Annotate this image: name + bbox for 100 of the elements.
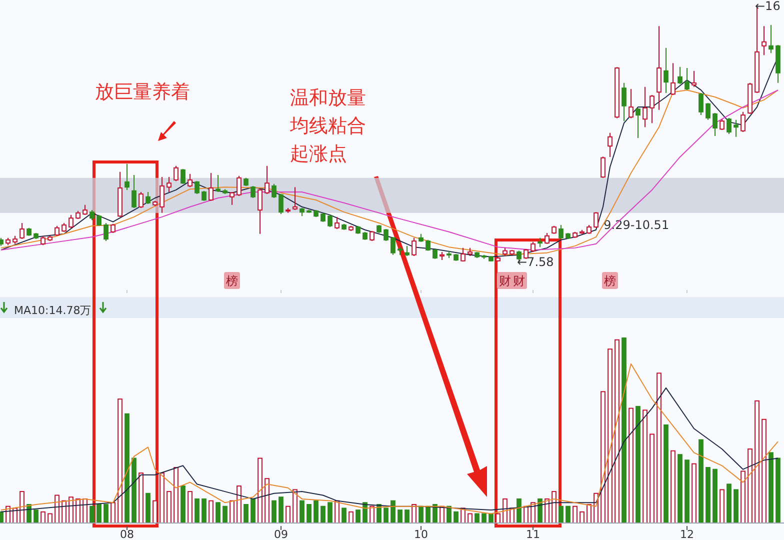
bar — [432, 504, 438, 524]
bar — [642, 410, 648, 524]
x-tick-label: 08 — [120, 528, 134, 540]
bar — [34, 510, 38, 524]
bar — [160, 472, 164, 524]
bar — [292, 489, 298, 524]
bar — [118, 398, 122, 524]
bar — [622, 338, 626, 524]
x-tick-label: 09 — [274, 528, 288, 540]
bar — [236, 486, 242, 524]
bar — [174, 467, 178, 524]
annotation: ←7.58 — [517, 255, 554, 269]
candlestick — [160, 176, 164, 214]
candlestick — [166, 176, 172, 192]
bar — [692, 463, 696, 524]
bar — [90, 506, 94, 524]
bar — [20, 491, 24, 524]
annotation: 放巨量养着 — [95, 81, 190, 103]
bar — [328, 502, 332, 524]
bar — [762, 418, 766, 524]
bar — [132, 458, 136, 524]
bar — [104, 504, 108, 524]
bar — [348, 511, 354, 524]
bar — [776, 458, 780, 524]
bar — [726, 484, 732, 524]
bar — [656, 372, 662, 524]
text: 榜 — [604, 274, 616, 288]
bar — [404, 510, 410, 524]
bar — [230, 500, 234, 524]
bar — [664, 424, 668, 524]
bar — [194, 498, 200, 524]
bar — [54, 494, 60, 524]
bar — [768, 452, 774, 524]
bar — [244, 504, 248, 524]
bar — [306, 504, 312, 524]
candlestick — [656, 26, 662, 110]
bar — [608, 348, 612, 524]
bar — [272, 500, 276, 524]
candlestick — [124, 163, 130, 190]
bar — [166, 491, 172, 524]
text: 财 — [513, 274, 525, 288]
bar — [468, 513, 472, 524]
bar — [502, 498, 508, 524]
bar — [48, 513, 52, 524]
bar — [278, 496, 284, 524]
bar — [706, 467, 710, 524]
bar — [754, 400, 760, 524]
bar — [740, 470, 746, 524]
bar — [418, 506, 424, 524]
bar — [222, 506, 228, 524]
candlestick — [642, 86, 648, 128]
bar — [342, 508, 346, 524]
x-tick-label: 12 — [680, 528, 694, 540]
bar — [614, 339, 620, 524]
bar — [124, 413, 130, 524]
bar — [188, 491, 192, 524]
bar — [670, 450, 676, 524]
candlestick — [762, 26, 766, 56]
bar — [678, 454, 682, 524]
bar — [258, 458, 262, 524]
bar — [628, 408, 634, 524]
bar — [398, 510, 402, 524]
bar — [180, 486, 186, 524]
bar — [152, 500, 158, 524]
bar — [390, 500, 396, 524]
bar — [496, 513, 500, 524]
bar — [202, 498, 206, 524]
annotation: ←16 — [755, 0, 780, 13]
bar — [412, 504, 416, 524]
bar — [264, 478, 270, 524]
bar — [216, 502, 220, 524]
bar — [720, 489, 724, 524]
bar — [580, 511, 584, 524]
text: MA10:14.78万 — [14, 304, 92, 317]
annotation: 均线粘合 — [289, 115, 366, 137]
bar — [698, 439, 704, 524]
bar — [76, 498, 80, 524]
bar — [110, 502, 116, 524]
x-tick-label: 10 — [414, 528, 428, 540]
bar — [734, 489, 738, 524]
bar — [208, 500, 214, 524]
text: 财 — [499, 274, 511, 288]
bar — [600, 391, 606, 524]
bar — [572, 506, 578, 524]
bar — [320, 506, 326, 524]
x-tick-label: 11 — [526, 528, 540, 540]
bar — [552, 491, 556, 524]
bar — [482, 513, 486, 524]
bar — [566, 506, 570, 524]
bar — [474, 513, 480, 524]
annotation: 起涨点 — [290, 143, 347, 165]
bar — [586, 504, 592, 524]
annotation: 温和放量 — [290, 87, 366, 109]
bar — [286, 506, 290, 524]
bar — [334, 500, 340, 524]
bar — [138, 472, 144, 524]
bar — [314, 500, 318, 524]
bar — [146, 492, 150, 524]
bar — [82, 498, 88, 524]
bar — [454, 511, 458, 524]
